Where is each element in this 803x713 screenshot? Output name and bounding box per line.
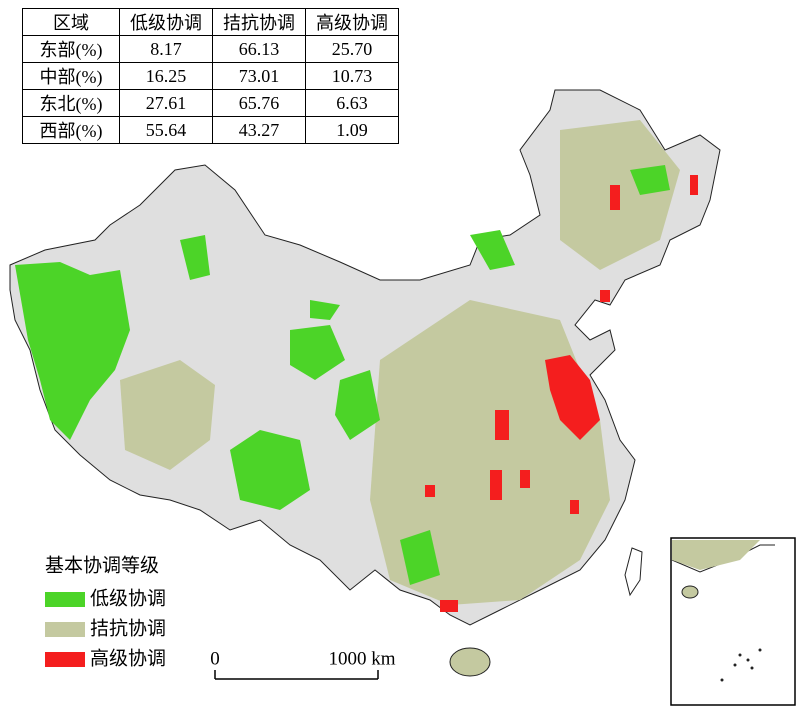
- tan-patch: [120, 360, 215, 470]
- table-cell: 10.73: [305, 62, 399, 90]
- inset-frame: [670, 537, 796, 706]
- region-patches: [15, 120, 698, 612]
- inset-hainan: [681, 585, 699, 599]
- scale-label: 1000 km: [328, 648, 395, 669]
- scale-label: 0: [210, 648, 220, 669]
- data-table: 区域 低级协调 拮抗协调 高级协调 东部(%) 8.17 66.13 25.70 中部(%) 16…: [22, 8, 399, 144]
- red-patch: [520, 470, 530, 488]
- table-cell: 6.63: [305, 89, 399, 117]
- red-patch: [425, 485, 435, 497]
- red-patch: [690, 175, 698, 195]
- legend-label: 高级协调: [90, 647, 166, 669]
- table-cell: 66.13: [212, 35, 306, 63]
- table-cell: 25.70: [305, 35, 399, 63]
- inset-islands: [720, 648, 762, 682]
- legend-label: 低级协调: [90, 587, 166, 609]
- red-patch: [490, 470, 502, 500]
- table-cell: 东北(%): [22, 89, 120, 117]
- hainan: [449, 647, 491, 677]
- red-patch: [570, 500, 579, 514]
- table-cell: 中部(%): [22, 62, 120, 90]
- legend-title: 基本协调等级: [45, 554, 159, 576]
- table-cell: 43.27: [212, 116, 306, 144]
- legend-swatch: [45, 622, 85, 637]
- red-patch: [495, 410, 509, 440]
- green-patch: [335, 370, 380, 440]
- header-row: 区域 低级协调 拮抗协调 高级协调: [22, 8, 399, 36]
- legend-swatch: [45, 592, 85, 607]
- table-cell: 73.01: [212, 62, 306, 90]
- green-patch: [400, 530, 440, 585]
- green-patch: [630, 165, 670, 195]
- taiwan: [624, 547, 643, 597]
- table-cell: 8.17: [119, 35, 213, 63]
- green-patch: [15, 262, 130, 440]
- table-cell: 65.76: [212, 89, 306, 117]
- legend-label: 拮抗协调: [90, 617, 166, 639]
- green-patch: [310, 300, 340, 320]
- red-patch: [610, 185, 620, 210]
- table-cell: 55.64: [119, 116, 213, 144]
- table-cell: 1.09: [305, 116, 399, 144]
- red-patch: [440, 600, 458, 612]
- red-patch: [600, 290, 610, 302]
- table-cell: 低级协调: [119, 8, 213, 36]
- table-row: 西部(%) 55.64 43.27 1.09: [22, 116, 399, 144]
- inset-patch: [672, 540, 760, 570]
- table-cell: 27.61: [119, 89, 213, 117]
- green-patch: [230, 430, 310, 510]
- red-patch: [545, 355, 600, 440]
- green-patch: [290, 325, 345, 380]
- table-cell: 区域: [22, 8, 120, 36]
- table-cell: 西部(%): [22, 116, 120, 144]
- legend-swatch: [45, 652, 85, 667]
- table-row: 东北(%) 27.61 65.76 6.63: [22, 89, 399, 117]
- table-cell: 拮抗协调: [212, 8, 306, 36]
- table-cell: 高级协调: [305, 8, 399, 36]
- green-patch: [470, 230, 515, 270]
- table-cell: 16.25: [119, 62, 213, 90]
- table-cell: 东部(%): [22, 35, 120, 63]
- green-patch: [180, 235, 210, 280]
- table-row: 中部(%) 16.25 73.01 10.73: [22, 62, 399, 90]
- table-row: 东部(%) 8.17 66.13 25.70: [22, 35, 399, 63]
